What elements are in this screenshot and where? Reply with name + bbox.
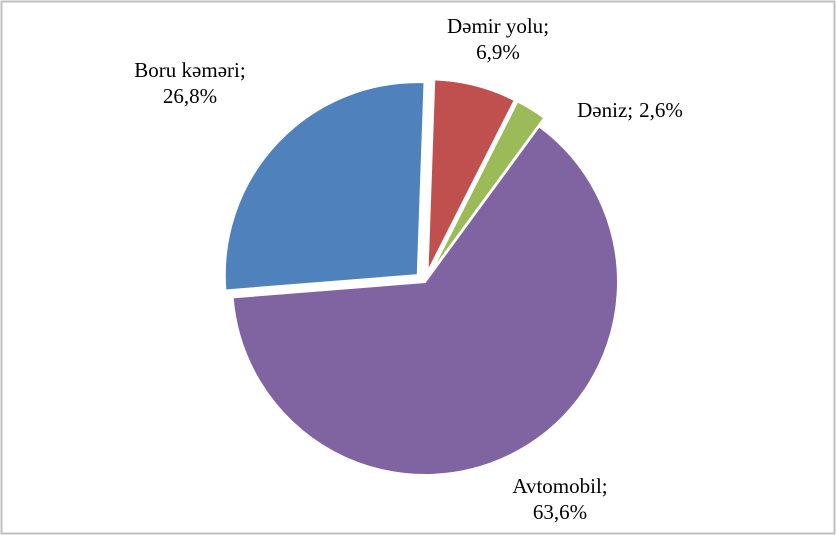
pie-slice (429, 99, 546, 275)
category-name: Dəmir yolu (447, 14, 544, 38)
data-label: Avtomobil; 63,6% (512, 474, 607, 524)
value-label: 6,9% (476, 40, 520, 64)
label-separator: ; (543, 14, 549, 38)
pie-slice (426, 78, 517, 273)
label-separator: ; (602, 474, 608, 498)
label-separator: ; (627, 98, 633, 122)
category-name: Boru kəməri (134, 58, 240, 82)
category-name: Dəniz (577, 98, 627, 122)
value-label: 26,8% (163, 84, 217, 108)
category-name: Avtomobil (512, 474, 602, 498)
value-label: 63,6% (533, 500, 587, 524)
data-label: Dəniz; 2,6% (577, 98, 683, 122)
data-label: Boru kəməri; 26,8% (134, 58, 245, 108)
pie-slice (231, 124, 619, 476)
value-label: 2,6% (639, 98, 683, 122)
pie-slice (223, 81, 426, 292)
data-label: Dəmir yolu; 6,9% (447, 14, 549, 64)
label-separator: ; (240, 58, 246, 82)
